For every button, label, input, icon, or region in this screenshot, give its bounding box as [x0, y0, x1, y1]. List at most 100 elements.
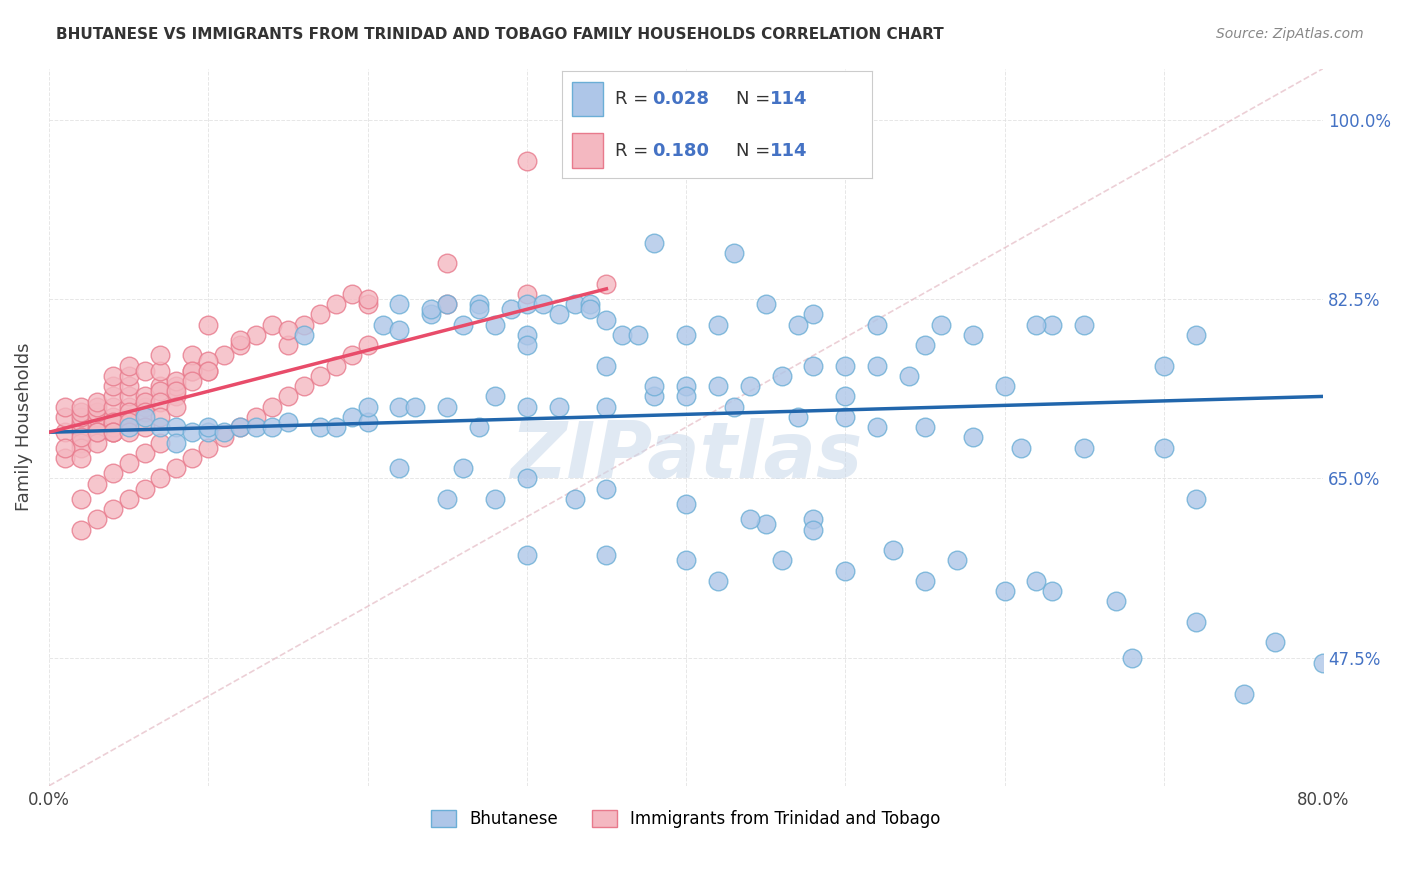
Point	[197, 420, 219, 434]
Point	[101, 425, 124, 440]
Point	[723, 400, 745, 414]
Point	[165, 435, 187, 450]
Text: ZIPatlas: ZIPatlas	[510, 417, 862, 494]
Point	[86, 476, 108, 491]
Point	[1184, 491, 1206, 506]
Point	[643, 389, 665, 403]
Point	[245, 409, 267, 424]
Point	[86, 420, 108, 434]
Point	[436, 297, 458, 311]
Point	[101, 400, 124, 414]
Point	[69, 450, 91, 465]
Point	[292, 379, 315, 393]
Point	[277, 415, 299, 429]
Point	[134, 405, 156, 419]
Point	[86, 425, 108, 440]
Point	[69, 405, 91, 419]
Point	[325, 359, 347, 373]
Point	[277, 338, 299, 352]
Point	[117, 389, 139, 403]
Point	[69, 415, 91, 429]
Point	[117, 379, 139, 393]
Point	[723, 246, 745, 260]
Point	[117, 420, 139, 434]
Point	[101, 368, 124, 383]
Point	[69, 435, 91, 450]
Point	[69, 430, 91, 444]
Point	[86, 415, 108, 429]
Point	[1153, 359, 1175, 373]
Point	[229, 333, 252, 347]
Point	[595, 400, 617, 414]
Point	[165, 379, 187, 393]
Point	[962, 327, 984, 342]
Bar	[572, 134, 603, 168]
Point	[149, 384, 172, 399]
Point	[229, 338, 252, 352]
Point	[882, 543, 904, 558]
Point	[101, 420, 124, 434]
Point	[595, 359, 617, 373]
Point	[101, 467, 124, 481]
Point	[69, 425, 91, 440]
Point	[436, 256, 458, 270]
Point	[516, 297, 538, 311]
Point	[1040, 318, 1063, 332]
Point	[117, 359, 139, 373]
Point	[101, 389, 124, 403]
Point	[86, 409, 108, 424]
Point	[356, 400, 378, 414]
Point	[212, 425, 235, 440]
Point	[707, 318, 730, 332]
Point	[165, 374, 187, 388]
Point	[69, 523, 91, 537]
Point	[516, 471, 538, 485]
Point	[866, 318, 889, 332]
Point	[53, 425, 76, 440]
Point	[86, 512, 108, 526]
Point	[229, 420, 252, 434]
Point	[197, 364, 219, 378]
Point	[946, 553, 969, 567]
Point	[547, 400, 569, 414]
Point	[866, 359, 889, 373]
Point	[451, 318, 474, 332]
Point	[101, 379, 124, 393]
Point	[308, 420, 330, 434]
Point	[564, 491, 586, 506]
Point	[325, 420, 347, 434]
Point	[356, 297, 378, 311]
Point	[101, 409, 124, 424]
Point	[245, 327, 267, 342]
Point	[69, 441, 91, 455]
Point	[1232, 687, 1254, 701]
Point	[149, 435, 172, 450]
Point	[101, 425, 124, 440]
Point	[134, 400, 156, 414]
Point	[914, 574, 936, 588]
Point	[803, 359, 825, 373]
Point	[165, 420, 187, 434]
Point	[484, 491, 506, 506]
Bar	[572, 82, 603, 116]
Point	[260, 420, 283, 434]
Point	[516, 153, 538, 168]
Point	[451, 461, 474, 475]
Point	[86, 405, 108, 419]
Point	[117, 368, 139, 383]
Point	[101, 415, 124, 429]
Point	[962, 430, 984, 444]
Point	[149, 379, 172, 393]
Point	[994, 584, 1017, 599]
Point	[803, 308, 825, 322]
Point	[516, 400, 538, 414]
Point	[1040, 584, 1063, 599]
Point	[914, 338, 936, 352]
Point	[595, 548, 617, 562]
Point	[197, 318, 219, 332]
Point	[134, 420, 156, 434]
Point	[86, 394, 108, 409]
Point	[643, 379, 665, 393]
Point	[786, 318, 808, 332]
Point	[69, 400, 91, 414]
